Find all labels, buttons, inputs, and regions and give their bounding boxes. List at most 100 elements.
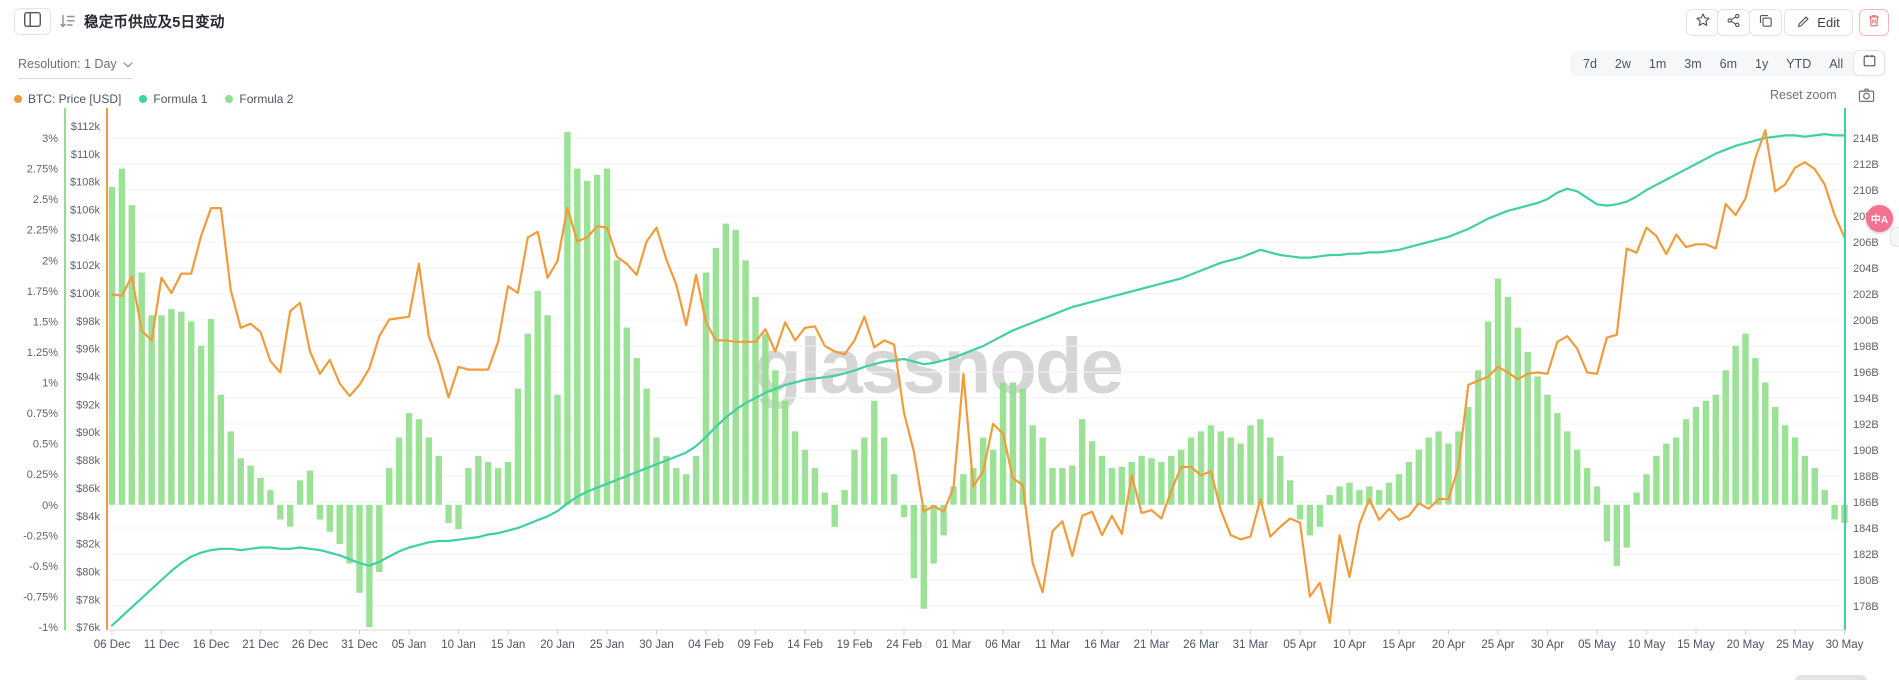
x-axis-label: 11 Dec — [144, 639, 180, 651]
time-range-selector: 7d 2w 1m 3m 6m 1y YTD All — [1570, 51, 1887, 76]
change-bar — [900, 504, 908, 517]
y-axis-supply-tick: 204B — [1853, 263, 1879, 275]
resolution-select[interactable]: Resolution: 1 Day — [18, 57, 133, 79]
reset-zoom-button[interactable]: Reset zoom — [1770, 88, 1837, 102]
calendar-button[interactable] — [1853, 50, 1885, 76]
translate-badge[interactable]: 中A — [1866, 205, 1893, 232]
y-axis-supply-tick: 192B — [1853, 419, 1879, 431]
change-bar — [722, 223, 729, 505]
x-axis-label: 20 May — [1727, 639, 1765, 651]
y-axis-percent-tick: -0.5% — [29, 561, 58, 573]
y-axis-percent-tick: 0% — [42, 500, 58, 512]
change-bar — [1752, 358, 1759, 505]
y-axis-percent-tick: 2.75% — [27, 164, 58, 176]
y-axis-usd-tick: $94k — [76, 372, 100, 384]
change-bar — [1643, 474, 1650, 505]
y-axis-percent-tick: 3% — [42, 133, 58, 145]
range-button-1m[interactable]: 1m — [1648, 56, 1667, 71]
change-bar — [376, 504, 383, 572]
legend-label: BTC: Price [USD] — [28, 92, 122, 106]
y-axis-percent-tick: 2% — [42, 255, 58, 267]
change-bar — [1583, 468, 1591, 505]
change-bar — [217, 394, 225, 505]
y-axis-percent-tick: 1.75% — [27, 286, 58, 298]
change-bar — [395, 437, 403, 505]
legend-label: Formula 2 — [239, 92, 294, 106]
change-bar — [890, 474, 898, 505]
change-bar — [811, 468, 819, 505]
favorite-button[interactable] — [1686, 9, 1719, 36]
change-bar — [871, 400, 878, 505]
edit-button[interactable]: Edit — [1784, 9, 1853, 36]
legend-item[interactable]: BTC: Price [USD] — [14, 92, 121, 106]
edit-button-label: Edit — [1817, 15, 1840, 30]
page-title: 稳定币供应及5日变动 — [84, 15, 225, 31]
change-bar — [1257, 419, 1264, 505]
change-bar — [742, 260, 749, 505]
sidebar-toggle-button[interactable] — [14, 8, 51, 35]
range-button-1y[interactable]: 1y — [1755, 56, 1769, 71]
change-bar — [1059, 468, 1066, 505]
range-button-2w[interactable]: 2w — [1614, 56, 1631, 71]
change-bar — [554, 394, 561, 505]
y-axis-usd-tick: $90k — [76, 427, 100, 439]
change-bar — [465, 468, 472, 505]
y-axis-supply-tick: 196B — [1853, 367, 1879, 379]
y-axis-usd-tick: $106k — [70, 205, 100, 217]
pencil-icon — [1797, 15, 1810, 31]
y-axis-usd-tick: $110k — [71, 149, 101, 161]
x-axis-label: 24 Feb — [886, 639, 922, 651]
y-axis-supply-tick: 212B — [1853, 159, 1879, 171]
change-bar — [643, 388, 650, 505]
delete-button[interactable] — [1859, 9, 1889, 36]
change-bar — [1514, 327, 1521, 505]
y-axis-percent-tick: 1.25% — [27, 347, 58, 359]
supply-line — [110, 133, 1846, 627]
change-bar — [415, 419, 423, 505]
y-axis-usd-tick: $86k — [76, 483, 100, 495]
y-axis-percent-tick: 2.5% — [33, 194, 58, 206]
share-icon — [1726, 13, 1741, 33]
share-button[interactable] — [1717, 9, 1750, 36]
change-bar — [920, 504, 927, 609]
y-axis-supply-tick: 178B — [1853, 601, 1879, 613]
x-axis-label: 20 Apr — [1432, 639, 1465, 651]
range-button-6m[interactable]: 6m — [1719, 56, 1738, 71]
change-bar — [1415, 449, 1422, 505]
camera-icon[interactable] — [1858, 87, 1875, 108]
range-button-ytd[interactable]: YTD — [1786, 56, 1812, 71]
range-button-7d[interactable]: 7d — [1583, 56, 1597, 71]
change-bar — [1168, 455, 1175, 505]
copy-icon — [1758, 13, 1773, 33]
x-axis-label: 05 May — [1578, 639, 1616, 651]
resolution-label: Resolution: 1 Day — [18, 57, 117, 71]
legend-item[interactable]: Formula 2 — [225, 92, 293, 106]
change-bar — [692, 455, 700, 505]
legend-item[interactable]: Formula 1 — [139, 92, 207, 106]
price-line — [110, 129, 1846, 625]
change-bar — [138, 272, 145, 505]
change-bar — [257, 477, 264, 505]
change-bar — [623, 327, 630, 505]
bottom-right-partial-control[interactable] — [1795, 675, 1867, 680]
change-bar — [1098, 455, 1106, 505]
y-axis-usd-tick: $102k — [70, 260, 100, 272]
change-bar — [1069, 465, 1076, 505]
change-bar — [1296, 504, 1304, 520]
change-bar — [732, 229, 739, 505]
change-bar — [1197, 431, 1205, 505]
duplicate-button[interactable] — [1749, 9, 1782, 36]
x-axis-label: 25 May — [1776, 639, 1814, 651]
change-bar — [673, 468, 680, 505]
change-bar — [1811, 468, 1818, 505]
change-bar — [1712, 394, 1719, 505]
range-button-all[interactable]: All — [1829, 56, 1844, 71]
change-bar — [752, 296, 759, 505]
change-bar — [1187, 437, 1195, 505]
change-bar — [1385, 482, 1393, 505]
y-axis-supply-tick: 198B — [1853, 341, 1879, 353]
chart-plot-area[interactable] — [107, 108, 1845, 630]
range-button-3m[interactable]: 3m — [1684, 56, 1702, 71]
change-bar — [801, 449, 809, 505]
x-axis-label: 10 May — [1628, 639, 1666, 651]
